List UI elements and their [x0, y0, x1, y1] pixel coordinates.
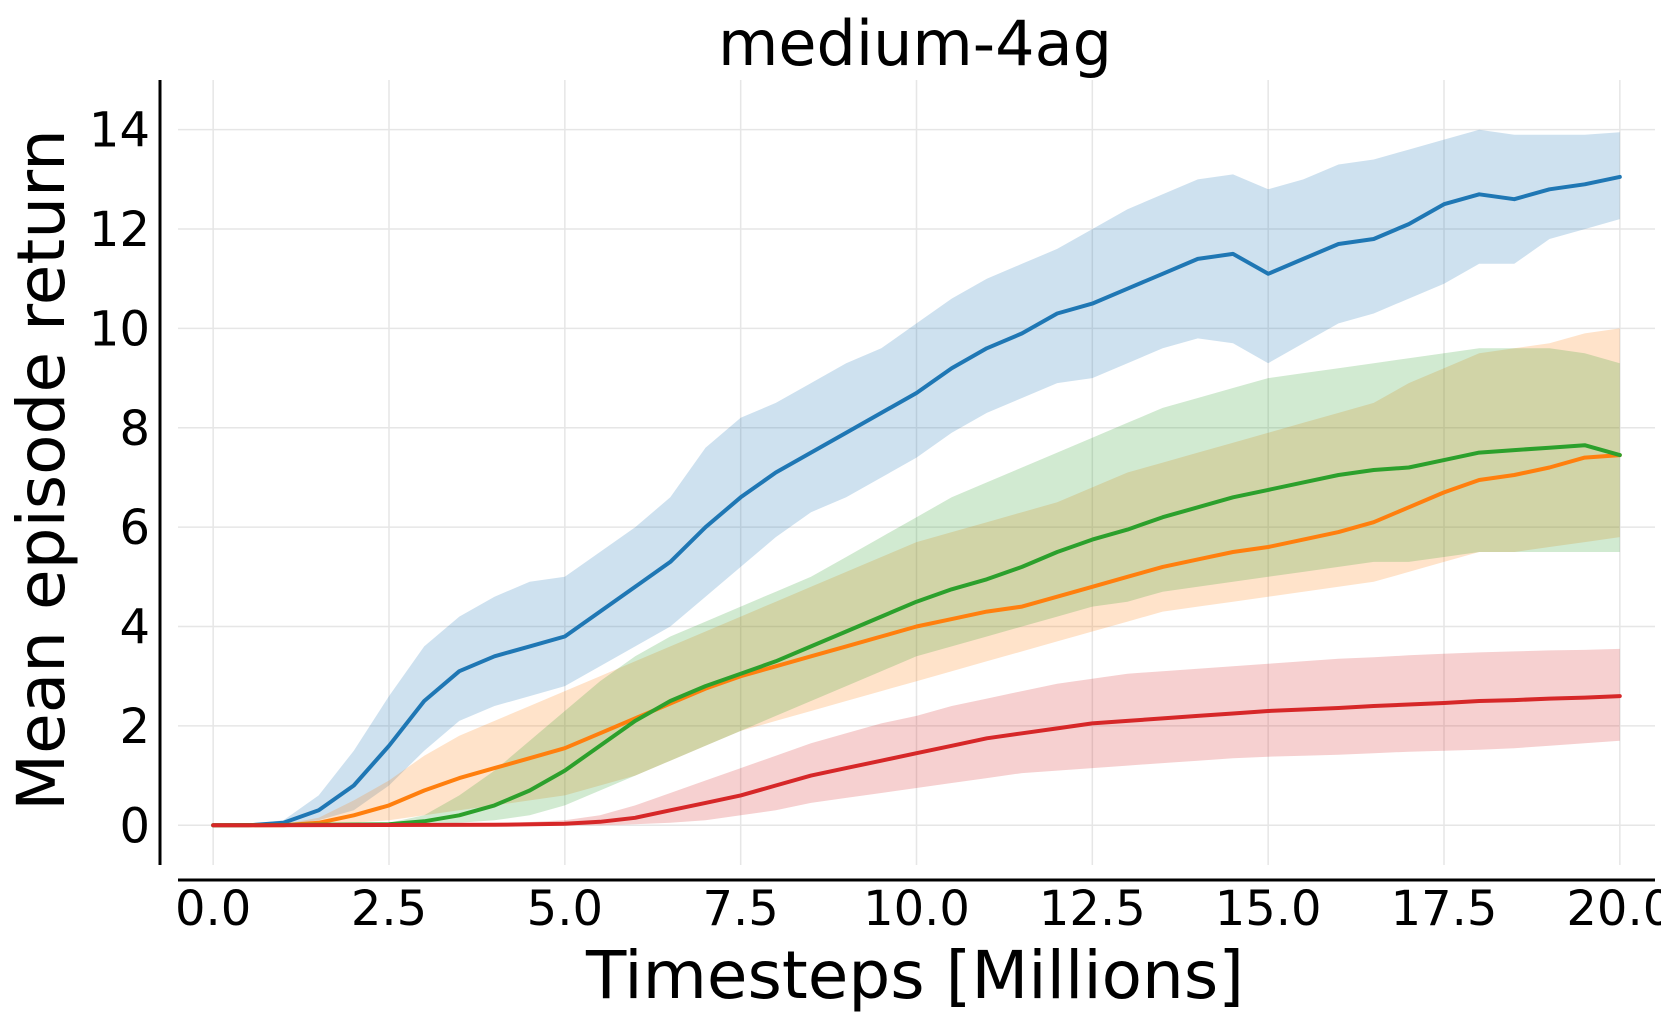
y-tick-label: 4	[119, 600, 150, 656]
y-tick-label: 14	[89, 103, 150, 159]
x-tick-label: 2.5	[351, 881, 427, 937]
grid	[178, 80, 1655, 865]
y-ticks: 0 2 4 6 8 10 12 14	[89, 103, 150, 855]
y-tick-label: 2	[119, 699, 150, 755]
series-3-line	[211, 443, 1622, 828]
series-3-band	[213, 348, 1620, 826]
x-tick-label: 10.0	[863, 881, 970, 937]
x-tick-label: 0.0	[175, 881, 251, 937]
x-tick-label: 20.0	[1566, 881, 1661, 937]
series-4-line	[211, 694, 1622, 828]
x-tick-label: 15.0	[1215, 881, 1322, 937]
y-axis-label: Mean episode return	[3, 129, 80, 811]
y-tick-label: 8	[119, 401, 150, 457]
series-2-line	[211, 453, 1622, 828]
x-ticks: 0.0 2.5 5.0 7.5 10.0 12.5 15.0 17.5 20.0	[175, 881, 1661, 937]
x-tick-label: 12.5	[1039, 881, 1146, 937]
series-2-band	[213, 328, 1620, 826]
y-tick-label: 0	[119, 798, 150, 854]
x-tick-label: 5.0	[527, 881, 603, 937]
confidence-bands	[213, 129, 1620, 826]
series-1-band	[213, 129, 1620, 826]
y-tick-label: 12	[89, 202, 150, 258]
x-tick-label: 17.5	[1391, 881, 1498, 937]
chart-title: medium-4ag	[718, 7, 1112, 80]
x-axis-label: Timesteps [Millions]	[585, 937, 1244, 1014]
series-lines	[211, 174, 1622, 828]
y-tick-label: 10	[89, 301, 150, 357]
series-1-line	[211, 174, 1622, 828]
y-tick-label: 6	[119, 500, 150, 556]
series-4-band	[213, 648, 1620, 826]
x-tick-label: 7.5	[702, 881, 778, 937]
